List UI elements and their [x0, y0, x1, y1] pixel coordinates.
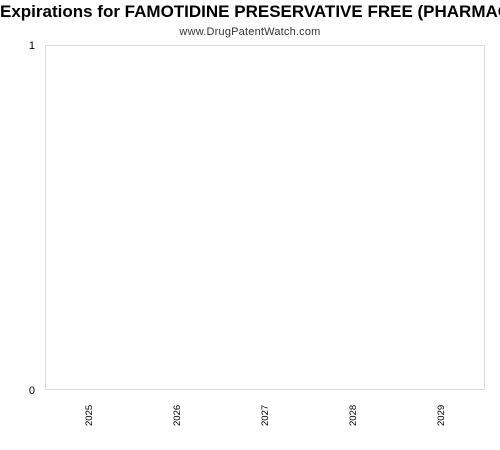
x-tick-label: 2029	[436, 405, 447, 426]
chart-title: Expirations for FAMOTIDINE PRESERVATIVE …	[0, 2, 500, 21]
x-tick-label: 2026	[172, 405, 183, 426]
x-tick-label: 2028	[348, 405, 359, 426]
x-axis: 2025 2026 2027 2028 2029	[84, 405, 447, 426]
plot-area	[45, 45, 485, 390]
x-tick-label: 2027	[260, 405, 271, 426]
y-axis: 01	[29, 40, 35, 397]
y-tick-label: 1	[29, 40, 35, 52]
y-tick-label: 0	[29, 385, 35, 397]
x-tick-label: 2025	[84, 405, 95, 426]
chart-subtitle: www.DrugPatentWatch.com	[179, 26, 321, 38]
